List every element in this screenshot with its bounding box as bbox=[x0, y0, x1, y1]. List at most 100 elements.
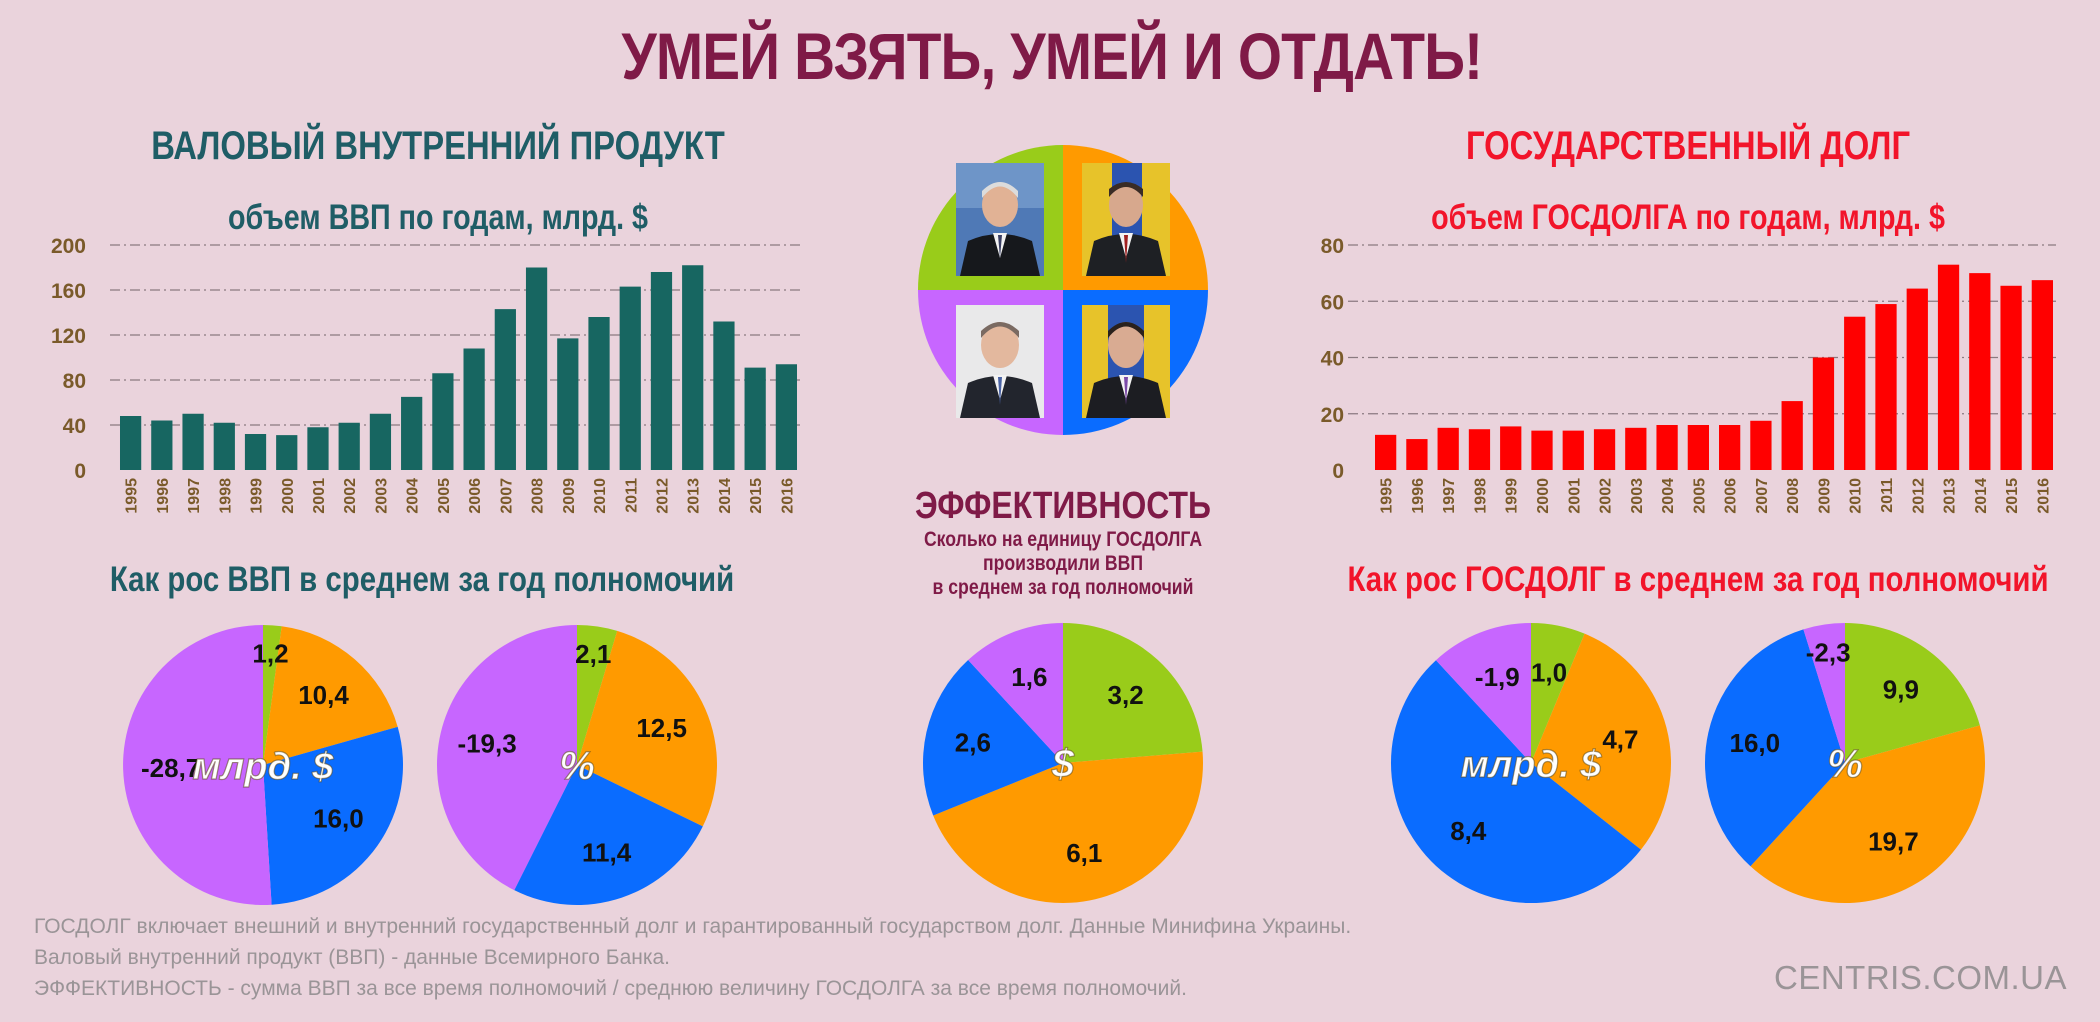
efficiency-pie-chart: 3,2 6,1 2,6 1,6 $ bbox=[923, 623, 1204, 904]
footnote-efficiency-definition: ЭФФЕКТИВНОСТЬ - сумма ВВП за все время п… bbox=[34, 977, 1187, 1000]
bar bbox=[1406, 439, 1428, 470]
x-tick-label: 2012 bbox=[1910, 478, 1927, 514]
efficiency-subtitle-line-1: Сколько на единицу ГОСДОЛГА bbox=[923, 528, 1203, 551]
x-tick-label: 2000 bbox=[1535, 478, 1552, 514]
bar bbox=[151, 420, 173, 470]
y-tick-label: 200 bbox=[51, 235, 86, 258]
pie-slice bbox=[1063, 623, 1203, 763]
bar bbox=[682, 265, 704, 470]
x-tick-label: 2007 bbox=[1754, 478, 1771, 514]
x-tick-label: 1997 bbox=[1441, 478, 1458, 514]
pie-center-label: $ bbox=[1051, 742, 1075, 786]
gdp-pie-pct-chart: 2,1 12,5 11,4 -19,3% bbox=[436, 625, 717, 906]
pie-value-label: 1,0 bbox=[1531, 657, 1567, 687]
portrait-circle bbox=[918, 145, 1208, 435]
pie-slice bbox=[577, 625, 618, 765]
pie-center-label: млрд. $ bbox=[193, 746, 335, 788]
y-tick-label: 160 bbox=[51, 280, 86, 303]
bar bbox=[1687, 425, 1709, 470]
x-tick-label: 2008 bbox=[530, 478, 547, 514]
bar bbox=[1562, 430, 1584, 470]
bar bbox=[213, 422, 235, 470]
pie-value-label: 8,4 bbox=[1450, 816, 1487, 846]
y-tick-label: 40 bbox=[1321, 348, 1344, 371]
bar bbox=[494, 309, 516, 470]
bar bbox=[744, 367, 766, 470]
x-tick-label: 2005 bbox=[1691, 478, 1708, 514]
x-tick-label: 2011 bbox=[1879, 478, 1896, 513]
bar bbox=[1719, 425, 1741, 470]
pie-value-label: 2,1 bbox=[575, 639, 611, 669]
x-tick-label: 2015 bbox=[748, 478, 765, 514]
pie-value-label: 16,0 bbox=[1730, 728, 1781, 758]
efficiency-subtitle-line-2: производили ВВП bbox=[982, 552, 1144, 575]
x-tick-label: 2004 bbox=[1660, 478, 1677, 514]
bar bbox=[276, 435, 298, 470]
pie-value-label: 3,2 bbox=[1108, 680, 1144, 710]
x-tick-label: 2012 bbox=[654, 478, 671, 514]
portrait-top-left-icon bbox=[956, 163, 1044, 276]
x-tick-label: 2005 bbox=[436, 478, 453, 514]
x-tick-label: 1995 bbox=[124, 478, 141, 514]
y-tick-label: 40 bbox=[63, 415, 86, 438]
x-tick-label: 1997 bbox=[186, 478, 203, 514]
portrait-bottom-left-icon bbox=[956, 305, 1044, 418]
pie-center-label: % bbox=[559, 744, 595, 788]
bar bbox=[775, 364, 798, 470]
bar bbox=[182, 413, 204, 470]
pie-slice bbox=[1435, 623, 1531, 763]
x-tick-label: 2010 bbox=[1848, 478, 1865, 514]
x-tick-label: 2015 bbox=[2004, 478, 2021, 514]
pie-slice bbox=[1531, 623, 1585, 763]
bar bbox=[369, 413, 392, 470]
debt-bar-chart: 0 20 40 60 80 1995 1996 1997 1998 1999 2000 2001 200… bbox=[1321, 235, 2056, 514]
pie-slice bbox=[514, 765, 703, 906]
pie-value-label: 19,7 bbox=[1868, 827, 1919, 857]
pie-slice bbox=[263, 626, 398, 765]
bar bbox=[307, 427, 329, 470]
bar bbox=[2000, 285, 2022, 470]
pie-slice bbox=[577, 630, 717, 827]
x-tick-label: 2002 bbox=[1598, 478, 1615, 514]
bar bbox=[338, 422, 360, 470]
bar bbox=[1468, 429, 1491, 470]
x-tick-label: 2011 bbox=[623, 478, 640, 513]
pie-value-label: 16,0 bbox=[313, 803, 364, 833]
debt-pie-bln-chart: 1,0 4,7 8,4 -1,9 млрд. $ bbox=[1390, 623, 1671, 904]
gdp-pies-heading: Как рос ВВП в среднем за год полномочий bbox=[109, 560, 735, 599]
footnote-debt-definition: ГОСДОЛГ включает внешний и внутренний го… bbox=[34, 915, 1352, 938]
pie-center-label: % bbox=[1827, 742, 1863, 786]
x-tick-label: 2002 bbox=[342, 478, 359, 514]
x-tick-label: 1996 bbox=[155, 478, 172, 514]
pie-value-label: -28,7 bbox=[141, 753, 200, 783]
x-tick-label: 2009 bbox=[561, 478, 578, 514]
y-tick-label: 60 bbox=[1321, 291, 1344, 314]
y-tick-label: 80 bbox=[1321, 235, 1344, 258]
x-tick-label: 2007 bbox=[498, 478, 515, 514]
x-tick-label: 2008 bbox=[1785, 478, 1802, 514]
bar bbox=[463, 348, 485, 470]
pie-slice bbox=[968, 623, 1063, 763]
bar bbox=[557, 338, 579, 470]
site-brand: CENTRIS.COM.UA bbox=[1773, 959, 2067, 996]
x-tick-label: 1995 bbox=[1379, 478, 1396, 514]
bar bbox=[1625, 427, 1647, 470]
pie-slice bbox=[1750, 725, 1986, 904]
pie-slice bbox=[1845, 623, 1980, 763]
bar bbox=[1906, 288, 1928, 470]
efficiency-subtitle-line-3: в среднем за год полномочий bbox=[932, 576, 1194, 599]
pie-value-label: 1,6 bbox=[1011, 662, 1047, 692]
bar bbox=[1531, 430, 1553, 470]
bar bbox=[588, 317, 610, 470]
y-tick-label: 0 bbox=[74, 460, 86, 483]
pie-slice bbox=[1531, 633, 1671, 850]
bar bbox=[1844, 316, 1866, 470]
pie-value-label: 4,7 bbox=[1602, 725, 1638, 755]
y-tick-label: 120 bbox=[51, 325, 86, 348]
pie-value-label: -2,3 bbox=[1806, 637, 1851, 667]
gdp-heading: ВАЛОВЫЙ ВНУТРЕННИЙ ПРОДУКТ bbox=[151, 124, 725, 168]
y-tick-label: 20 bbox=[1321, 404, 1344, 427]
x-tick-label: 2003 bbox=[1629, 478, 1646, 514]
bar bbox=[1812, 357, 1835, 470]
